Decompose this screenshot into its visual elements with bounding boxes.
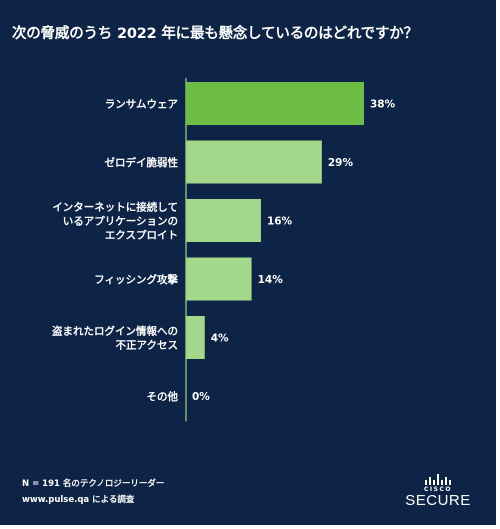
bar-1: [186, 140, 322, 184]
category-label-4-0: 盗まれたログイン情報への: [52, 325, 178, 338]
value-label-3: 14%: [258, 274, 284, 286]
bar-0: [186, 82, 364, 125]
category-label-2-0: インターネットに接続して: [52, 201, 178, 214]
category-label-0-0: ランサムウェア: [105, 99, 179, 111]
bar-3: [186, 257, 252, 301]
cisco-logo-icon: [425, 474, 451, 485]
value-label-4: 4%: [211, 333, 229, 345]
source-note: www.pulse.qa による調査: [22, 495, 135, 505]
bar-chart: 38% ランサムウェア 29% ゼロデイ脆弱性 16% インターネットに接続しているアプリ…: [52, 78, 396, 422]
chart-title: 次の脅威のうち 2022 年に最も懸念しているのはどれですか？: [12, 26, 418, 42]
bar-2: [186, 199, 261, 242]
category-label-1-0: ゼロデイ脆弱性: [105, 156, 179, 169]
cisco-secure-logo: CISCO SECURE: [403, 474, 473, 509]
brand-product: SECURE: [405, 492, 471, 509]
value-label-0: 38%: [370, 99, 396, 111]
value-label-1: 29%: [328, 157, 354, 169]
value-label-2: 16%: [267, 216, 293, 228]
brand-company: CISCO: [424, 486, 452, 493]
category-label-2-2: エクスプロイト: [105, 229, 178, 242]
sample-size-note: N = 191 名のテクノロジーリーダー: [22, 479, 165, 489]
value-label-5: 0%: [192, 391, 210, 403]
bar-4: [186, 316, 205, 359]
category-label-4-1: 不正アクセス: [116, 340, 178, 352]
category-label-2-1: いるアプリケーションの: [63, 215, 178, 228]
category-label-5-0: その他: [147, 390, 179, 403]
category-label-3-0: フィッシング攻撃: [94, 273, 178, 286]
